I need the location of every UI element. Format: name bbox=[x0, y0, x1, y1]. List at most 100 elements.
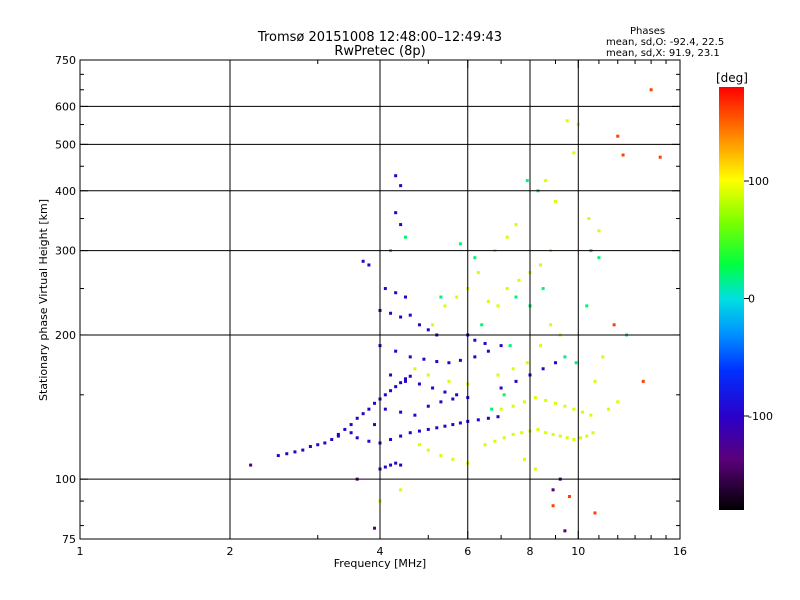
data-point bbox=[330, 438, 334, 442]
data-point bbox=[483, 443, 487, 447]
data-point bbox=[458, 242, 462, 246]
data-point bbox=[435, 426, 439, 430]
data-point bbox=[293, 450, 297, 454]
data-point bbox=[439, 454, 443, 458]
data-point bbox=[525, 361, 529, 365]
phase-stats-box: Phases mean, sd,O: -92.4, 22.5 mean, sd,… bbox=[606, 26, 724, 59]
x-tick-label: 10 bbox=[571, 545, 585, 558]
data-point bbox=[443, 424, 447, 428]
data-point bbox=[533, 467, 537, 471]
data-point bbox=[408, 355, 412, 359]
data-point bbox=[493, 439, 497, 443]
data-point bbox=[399, 223, 403, 227]
data-point bbox=[612, 323, 616, 327]
data-point bbox=[593, 379, 597, 383]
data-point bbox=[417, 429, 421, 433]
data-point bbox=[383, 407, 387, 411]
data-point bbox=[523, 400, 527, 404]
data-point bbox=[578, 436, 582, 440]
data-point bbox=[563, 529, 567, 533]
data-point bbox=[349, 423, 353, 427]
data-point bbox=[593, 511, 597, 515]
colorbar-ticks: 100 0 -100 bbox=[744, 175, 773, 423]
data-point bbox=[508, 344, 512, 348]
data-point bbox=[496, 373, 500, 377]
y-axis: 75 100 200 300 400 500 600 750 bbox=[55, 54, 680, 546]
data-point bbox=[616, 134, 620, 138]
data-point bbox=[389, 373, 393, 377]
x-tick-label: 8 bbox=[527, 545, 534, 558]
data-point bbox=[572, 151, 576, 155]
data-point bbox=[394, 291, 398, 295]
data-point bbox=[343, 427, 347, 431]
data-point bbox=[551, 488, 555, 492]
data-point bbox=[426, 404, 430, 408]
chart-subtitle: RwPretec (8p) bbox=[334, 44, 425, 59]
data-point bbox=[455, 295, 459, 299]
data-point bbox=[589, 413, 593, 417]
points-layer bbox=[249, 88, 662, 533]
data-point bbox=[486, 299, 490, 303]
data-point bbox=[525, 179, 529, 183]
data-point bbox=[597, 229, 601, 233]
data-point bbox=[431, 323, 435, 327]
data-point bbox=[565, 119, 569, 123]
data-point bbox=[373, 423, 377, 427]
data-point bbox=[480, 323, 484, 327]
data-point bbox=[621, 153, 625, 157]
data-point bbox=[394, 174, 398, 178]
data-point bbox=[486, 349, 490, 353]
data-point bbox=[520, 431, 524, 435]
data-point bbox=[563, 355, 567, 359]
data-point bbox=[439, 400, 443, 404]
data-point bbox=[373, 526, 377, 530]
x-axis: 1 2 4 6 8 10 16 bbox=[77, 60, 687, 558]
data-point bbox=[447, 361, 451, 365]
data-point bbox=[389, 438, 393, 442]
data-point bbox=[483, 341, 487, 345]
x-tick-label: 16 bbox=[673, 545, 687, 558]
data-point bbox=[517, 278, 521, 282]
y-tick-label: 400 bbox=[55, 185, 76, 198]
data-point bbox=[399, 315, 403, 319]
data-point bbox=[587, 217, 591, 221]
data-point bbox=[541, 367, 545, 371]
data-point bbox=[473, 338, 477, 342]
data-point bbox=[367, 263, 371, 267]
colorbar-tick-label: -100 bbox=[748, 410, 773, 423]
data-point bbox=[361, 259, 365, 263]
data-point bbox=[502, 393, 506, 397]
data-point bbox=[399, 381, 403, 385]
data-point bbox=[349, 431, 353, 435]
data-point bbox=[426, 373, 430, 377]
data-point bbox=[403, 379, 407, 383]
data-point bbox=[435, 360, 439, 364]
data-point bbox=[458, 358, 462, 362]
data-point bbox=[417, 443, 421, 447]
data-point bbox=[394, 461, 398, 465]
data-point bbox=[439, 295, 443, 299]
data-point bbox=[394, 385, 398, 389]
data-point bbox=[539, 344, 543, 348]
data-point bbox=[499, 386, 503, 390]
y-tick-label: 100 bbox=[55, 473, 76, 486]
data-point bbox=[567, 494, 571, 498]
colorbar bbox=[719, 87, 744, 510]
data-point bbox=[451, 423, 455, 427]
data-point bbox=[389, 463, 393, 467]
data-point bbox=[249, 463, 253, 467]
data-point bbox=[601, 355, 605, 359]
data-point bbox=[502, 436, 506, 440]
data-point bbox=[447, 379, 451, 383]
data-point bbox=[553, 401, 557, 405]
data-point bbox=[541, 287, 545, 291]
x-tick-label: 6 bbox=[464, 545, 471, 558]
data-point bbox=[316, 443, 320, 447]
data-point bbox=[443, 304, 447, 308]
data-point bbox=[496, 415, 500, 419]
data-point bbox=[549, 323, 553, 327]
data-point bbox=[417, 382, 421, 386]
data-point bbox=[458, 421, 462, 425]
y-tick-label: 750 bbox=[55, 54, 76, 67]
